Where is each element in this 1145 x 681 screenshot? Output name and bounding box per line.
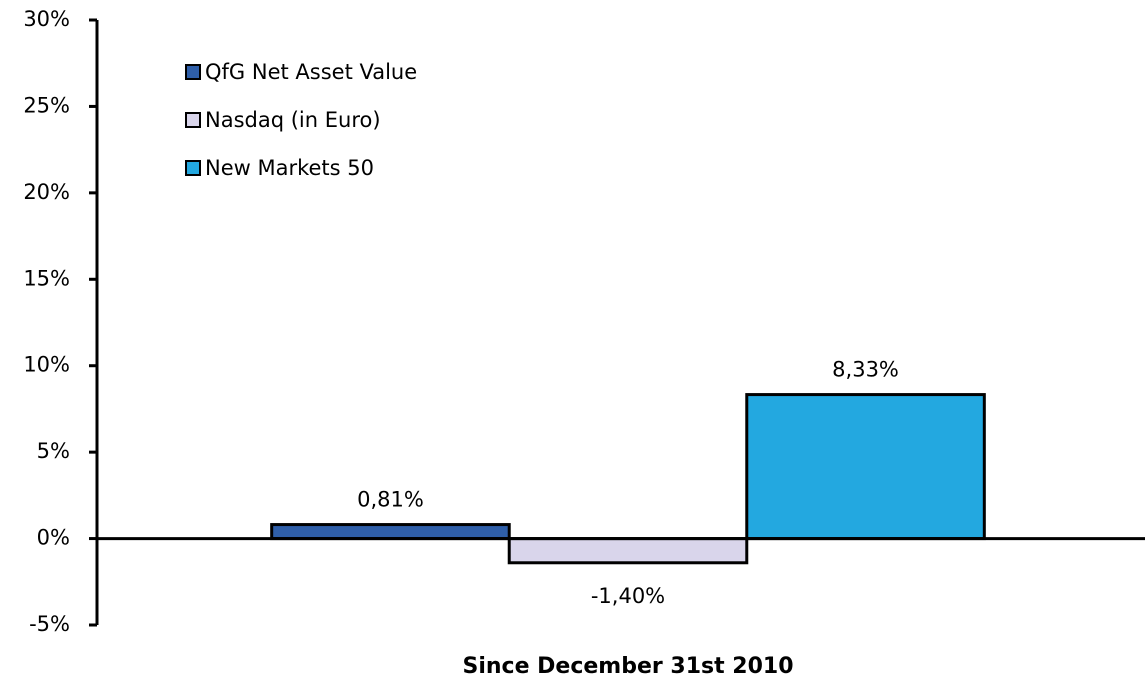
data-label: 0,81% <box>357 488 424 512</box>
y-tick-label: 5% <box>37 439 70 463</box>
y-tick-label: 0% <box>37 526 70 550</box>
legend-swatch <box>185 112 201 128</box>
y-tick-label: 30% <box>23 7 70 31</box>
y-tick-label: 20% <box>23 180 70 204</box>
legend-label: QfG Net Asset Value <box>205 60 417 84</box>
data-label: 8,33% <box>832 358 899 382</box>
bar <box>745 393 986 541</box>
bar <box>507 537 749 565</box>
legend-label: New Markets 50 <box>205 156 374 180</box>
legend-swatch <box>185 64 201 80</box>
x-category-label: Since December 31st 2010 <box>462 654 793 679</box>
bar <box>270 523 511 541</box>
y-tick-label: 10% <box>23 353 70 377</box>
y-tick-label: 15% <box>23 266 70 290</box>
y-tick-label: 25% <box>23 93 70 117</box>
legend-swatch <box>185 160 201 176</box>
legend-label: Nasdaq (in Euro) <box>205 108 381 132</box>
y-tick-label: -5% <box>29 612 70 636</box>
data-label: -1,40% <box>591 584 665 608</box>
